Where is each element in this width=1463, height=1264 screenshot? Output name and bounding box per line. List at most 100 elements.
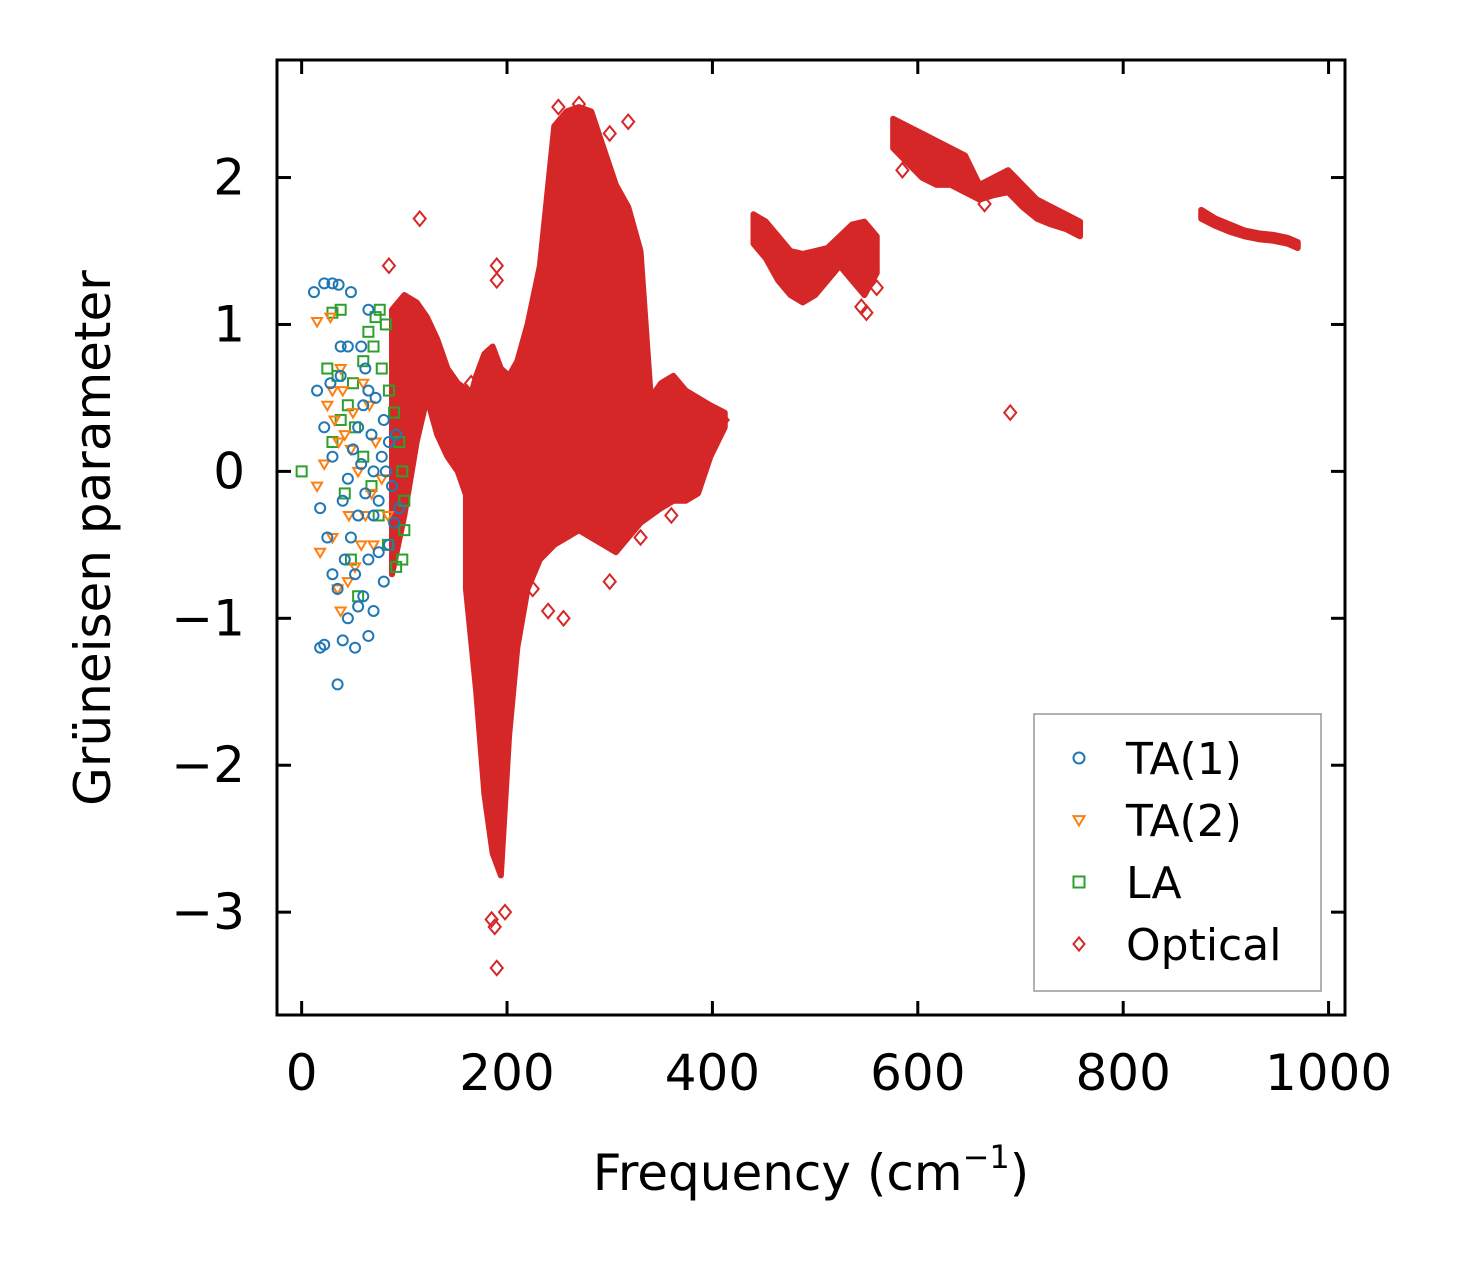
marker-la	[379, 318, 392, 331]
marker-optical	[484, 910, 499, 929]
marker-ta-1	[341, 472, 354, 485]
marker-ta-1	[382, 538, 395, 551]
legend-marker	[1072, 751, 1086, 765]
marker-optical	[602, 124, 618, 143]
marker-optical	[497, 903, 513, 921]
marker-optical	[895, 161, 910, 179]
marker-ta-1	[318, 638, 331, 651]
marker-ta-1	[365, 428, 378, 441]
x-axis-label-main: Frequency (cm	[593, 1144, 963, 1202]
data-markers	[295, 95, 1018, 977]
marker-ta-1	[336, 634, 349, 647]
marker-ta-1	[359, 362, 372, 375]
marker-ta-1	[369, 391, 382, 404]
marker-la	[396, 465, 409, 478]
marker-la	[334, 303, 347, 316]
x-tick-label: 1000	[1265, 1044, 1392, 1102]
marker-ta-1	[355, 340, 368, 353]
legend-label: TA(1)	[1125, 734, 1242, 785]
legend-label: TA(2)	[1125, 796, 1242, 847]
y-tick-label: −1	[171, 589, 245, 647]
legend-marker	[1072, 875, 1086, 889]
y-tick-label: 0	[213, 442, 245, 500]
marker-optical	[407, 330, 422, 348]
marker-ta-1	[318, 421, 331, 434]
marker-ta-1	[386, 480, 399, 493]
marker-ta-1	[357, 399, 370, 412]
marker-ta-2	[356, 378, 371, 391]
marker-la	[367, 340, 380, 353]
marker-optical	[651, 381, 667, 400]
marker-la	[375, 362, 388, 375]
marker-ta-2	[330, 584, 345, 596]
optical-band	[750, 211, 880, 306]
legend-label: Optical	[1126, 920, 1281, 971]
marker-optical	[869, 278, 885, 297]
marker-ta-2	[366, 540, 381, 552]
marker-ta-1	[344, 286, 357, 299]
legend-marker	[1072, 935, 1086, 953]
marker-ta-1	[336, 494, 349, 507]
marker-la	[346, 377, 359, 390]
marker-la	[357, 450, 370, 463]
marker-ta-2	[348, 562, 362, 574]
marker-ta-1	[341, 340, 354, 353]
marker-ta-2	[364, 488, 379, 501]
marker-la	[390, 560, 403, 573]
legend: TA(1) TA(2) LA Optical	[1033, 713, 1322, 992]
marker-la	[362, 325, 375, 338]
marker-optical	[438, 374, 453, 392]
marker-ta-1	[332, 278, 345, 291]
marker-optical	[489, 256, 505, 275]
marker-ta-2	[354, 540, 368, 552]
marker-optical	[633, 528, 648, 547]
x-tick-label: 800	[1075, 1044, 1170, 1102]
marker-ta-1	[346, 443, 359, 456]
marker-optical	[525, 580, 541, 598]
y-tick-label: 1	[213, 295, 245, 353]
optical-band	[1198, 206, 1301, 252]
marker-ta-1	[318, 277, 331, 290]
marker-ta-1	[314, 502, 327, 515]
marker-ta-2	[313, 547, 327, 560]
marker-optical	[571, 95, 587, 113]
marker-ta-1	[341, 612, 354, 625]
marker-la	[372, 509, 385, 522]
legend-label: LA	[1126, 858, 1182, 909]
marker-ta-1	[331, 582, 344, 595]
marker-ta-2	[341, 577, 355, 589]
marker-optical	[412, 209, 428, 228]
marker-ta-1	[352, 421, 365, 434]
marker-la	[396, 553, 409, 566]
x-tick-label: 0	[286, 1044, 318, 1102]
marker-ta-2	[333, 606, 348, 618]
marker-ta-1	[357, 590, 370, 603]
marker-optical	[551, 98, 566, 116]
marker-ta-2	[323, 312, 338, 325]
marker-ta-1	[326, 568, 339, 581]
marker-ta-1	[362, 303, 375, 316]
marker-ta-1	[355, 458, 368, 471]
marker-ta-1	[359, 487, 372, 500]
marker-optical	[489, 959, 505, 977]
marker-ta-2	[310, 481, 324, 494]
marker-la	[365, 480, 378, 493]
marker-ta-1	[324, 377, 337, 390]
marker-ta-2	[346, 408, 360, 420]
marker-ta-1	[349, 568, 362, 581]
marker-optical	[381, 256, 397, 275]
marker-la	[321, 362, 334, 375]
marker-ta-1	[334, 340, 347, 353]
marker-optical	[602, 572, 618, 591]
marker-ta-1	[379, 465, 392, 478]
marker-ta-1	[382, 436, 395, 448]
marker-ta-1	[349, 641, 362, 654]
marker-ta-1	[388, 516, 401, 529]
marker-ta-1	[372, 546, 385, 559]
marker-ta-2	[333, 364, 348, 376]
marker-ta-1	[321, 531, 334, 544]
marker-ta-2	[362, 400, 377, 413]
marker-ta-2	[342, 510, 356, 523]
marker-optical	[620, 112, 636, 131]
marker-la	[326, 436, 339, 448]
